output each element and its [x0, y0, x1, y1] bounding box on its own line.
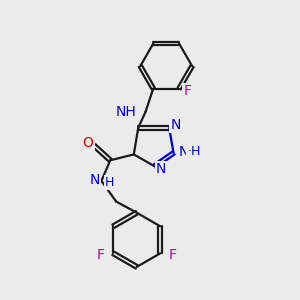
Text: NH: NH	[116, 105, 136, 119]
Text: N: N	[179, 146, 189, 159]
Text: ·H: ·H	[188, 145, 201, 158]
Text: N: N	[156, 162, 166, 176]
Text: F: F	[97, 248, 104, 262]
Text: F: F	[183, 84, 191, 98]
Text: N: N	[170, 118, 181, 132]
Text: H: H	[105, 176, 114, 189]
Text: F: F	[169, 248, 177, 262]
Text: N: N	[90, 173, 100, 187]
Text: O: O	[83, 136, 94, 150]
